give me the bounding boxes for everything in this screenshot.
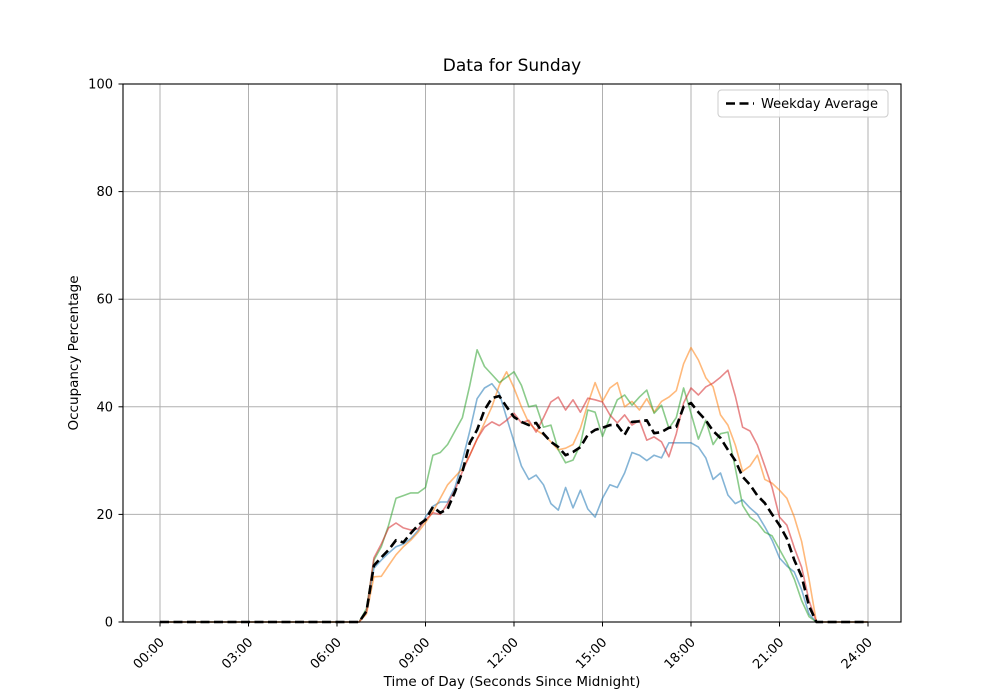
x-tick-label: 24:00 <box>839 635 876 672</box>
x-tick-label: 00:00 <box>131 635 168 672</box>
x-tick-label: 06:00 <box>308 635 345 672</box>
data-series-line-weekday-average <box>160 394 868 624</box>
y-axis-label: Occupancy Percentage <box>66 275 82 430</box>
y-tick-label: 100 <box>88 78 113 93</box>
tick-layer: 00:00 03:00 06:00 09:00 12:00 15:00 18:00 21:00… <box>88 78 876 673</box>
x-tick-label: 15:00 <box>573 635 610 672</box>
y-tick-label: 80 <box>96 185 113 200</box>
legend-box <box>717 89 889 118</box>
grid-layer <box>123 83 901 623</box>
legend: Weekday Average <box>717 89 889 118</box>
y-tick-label: 40 <box>96 400 113 415</box>
x-tick-label: 03:00 <box>219 635 256 672</box>
x-axis-label: Time of Day (Seconds Since Midnight) <box>383 674 641 690</box>
x-tick-label: 09:00 <box>396 635 433 672</box>
plot-border <box>122 83 902 623</box>
x-tick-label: 18:00 <box>662 635 699 672</box>
legend-entry-label: Weekday Average <box>761 97 878 112</box>
y-tick-label: 20 <box>96 508 113 523</box>
y-tick-label: 60 <box>96 293 113 308</box>
x-tick-label: 21:00 <box>750 635 787 672</box>
x-tick-label: 12:00 <box>485 635 522 672</box>
chart-title: Data for Sunday <box>443 56 581 76</box>
y-tick-label: 0 <box>105 616 113 631</box>
